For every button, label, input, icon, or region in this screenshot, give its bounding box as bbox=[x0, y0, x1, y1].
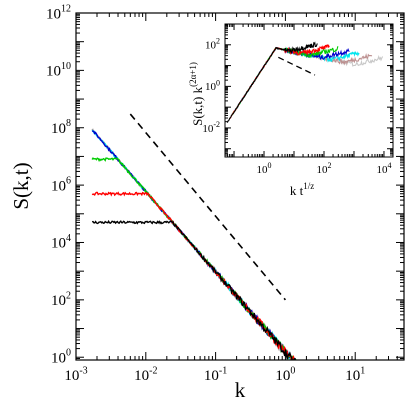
inset-x-tick-label: 104 bbox=[376, 161, 391, 176]
inset-series-line bbox=[226, 41, 318, 123]
inset-y-axis-label: S(k,t) k(2α+1) bbox=[188, 62, 205, 126]
inset-series-group bbox=[226, 41, 384, 123]
main-y-tick-label: 1010 bbox=[46, 61, 71, 80]
main-y-tick-label: 106 bbox=[51, 176, 71, 195]
inset-y-tick-label: 102 bbox=[205, 37, 220, 52]
main-y-tick-label: 104 bbox=[51, 233, 71, 252]
main-y-axis-label: S(k,t) bbox=[9, 162, 33, 209]
inset-chart: 100 102 104 10-2 100 102 k t1/z S(k,t) k(2α+1… bbox=[188, 23, 394, 198]
inset-background bbox=[225, 24, 393, 157]
main-x-axis-label: k bbox=[235, 378, 246, 402]
inset-reference-dashed-line bbox=[278, 56, 316, 76]
inset-axis-ticks: 100 102 104 10-2 100 102 bbox=[202, 23, 394, 176]
inset-x-axis-label-text: k t bbox=[290, 183, 304, 198]
main-x-tick-label: 100 bbox=[275, 365, 295, 384]
inset-x-tick-label: 100 bbox=[257, 161, 272, 176]
inset-y-axis-label-sup: (2α+1) bbox=[188, 62, 198, 87]
main-series-line bbox=[92, 219, 297, 360]
main-y-tick-label: 108 bbox=[51, 118, 71, 137]
main-x-tick-label: 101 bbox=[345, 365, 365, 384]
main-x-tick-label: 10-1 bbox=[204, 365, 227, 384]
main-chart: 10-3 10-2 10-1 100 101 100 102 104 106 108 1010 101… bbox=[9, 4, 405, 402]
main-y-tick-label: 102 bbox=[51, 290, 71, 309]
main-axis-ticks: 10-3 10-2 10-1 100 101 100 102 104 106 108 1010 101… bbox=[46, 4, 405, 384]
inset-x-axis-label: k t1/z bbox=[290, 181, 314, 198]
main-x-tick-label: 10-2 bbox=[134, 365, 157, 384]
inset-y-tick-label: 100 bbox=[205, 78, 220, 93]
main-reference-dashed-line bbox=[129, 113, 287, 301]
inset-y-axis-label-text: S(k,t) k bbox=[190, 86, 205, 126]
main-x-tick-label: 10-3 bbox=[64, 365, 87, 384]
main-y-tick-label: 100 bbox=[51, 348, 71, 367]
main-y-tick-label: 1012 bbox=[46, 4, 71, 23]
inset-x-tick-label: 102 bbox=[316, 161, 331, 176]
main-series-group bbox=[91, 128, 297, 360]
inset-x-axis-label-sup: 1/z bbox=[303, 181, 314, 191]
inset-y-tick-label: 10-2 bbox=[202, 120, 220, 135]
